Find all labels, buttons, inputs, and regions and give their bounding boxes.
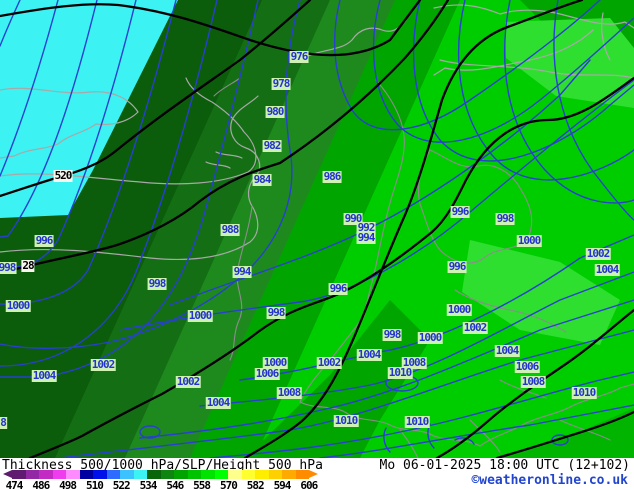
colorbar-tick: 510 — [85, 479, 104, 490]
colorbar-left-arrow — [3, 470, 12, 478]
colorbar-right-arrow — [309, 470, 318, 478]
colorbar-segment — [147, 470, 161, 479]
colorbar-segment — [255, 470, 269, 479]
colorbar-segment — [66, 470, 80, 479]
map-datetime: Mo 06-01-2025 18:00 UTC (12+102) — [379, 458, 630, 473]
isobar-label: 982 — [262, 139, 282, 152]
colorbar-segment — [268, 470, 282, 479]
isobar-label: 996 — [447, 260, 467, 273]
thickness-colorbar — [12, 470, 309, 479]
thickness-shading — [0, 0, 634, 458]
colorbar-segment — [106, 470, 120, 479]
colorbar-tick: 570 — [219, 479, 238, 490]
colorbar-segment — [12, 470, 26, 479]
isobar-label: 988 — [220, 223, 240, 236]
isobar-label: 1010 — [571, 386, 597, 399]
isobar-label: 1008 — [520, 375, 546, 388]
colorbar-segment — [295, 470, 309, 479]
colorbar-segment — [39, 470, 53, 479]
colorbar-segment — [174, 470, 188, 479]
isobar-label: 1000 — [446, 303, 472, 316]
colorbar-tick: 606 — [300, 479, 318, 490]
colorbar-segment — [93, 470, 107, 479]
isobar-label: 1004 — [205, 396, 231, 409]
colorbar-tick: 498 — [59, 479, 77, 490]
isobar-label: 998 — [266, 306, 286, 319]
isobar-label: 1000 — [262, 356, 288, 369]
thickness-label: 28 — [21, 259, 35, 272]
colorbar-segment — [228, 470, 242, 479]
colorbar-segment — [52, 470, 66, 479]
isobar-label: 996 — [450, 205, 470, 218]
isobar-label: 994 — [232, 265, 252, 278]
colorbar-segment — [79, 470, 93, 479]
isobar-label: 1004 — [31, 369, 57, 382]
isobar-label: 998 — [495, 212, 515, 225]
isobar-label: 998 — [147, 277, 167, 290]
map-graphics — [0, 0, 634, 458]
colorbar-segment — [241, 470, 255, 479]
colorbar-tick: 522 — [112, 479, 131, 490]
isobar-label: 1000 — [417, 331, 443, 344]
colorbar-segment — [25, 470, 39, 479]
colorbar-tick: 558 — [193, 479, 211, 490]
isobar-label: 986 — [322, 170, 342, 183]
isobar-label: 8 — [0, 416, 7, 429]
colorbar-tick: 486 — [32, 479, 50, 490]
border-lines — [213, 77, 634, 458]
isobar-label: 1002 — [90, 358, 116, 371]
isobar-label: 1002 — [585, 247, 611, 260]
isobar-label: 978 — [271, 77, 291, 90]
colorbar-tick: 546 — [166, 479, 184, 490]
colorbar-segment — [201, 470, 215, 479]
isobar-label: 998 — [382, 328, 402, 341]
isobar-label: 1010 — [387, 366, 413, 379]
isobar-label: 998 — [0, 262, 17, 274]
isobar-label: 976 — [289, 50, 309, 63]
colorbar-segment — [160, 470, 174, 479]
isobar-label: 1004 — [356, 348, 382, 361]
colorbar-segment — [187, 470, 201, 479]
isobar-label: 1006 — [514, 360, 540, 373]
copyright: ©weatheronline.co.uk — [471, 473, 628, 488]
isobar-label: 984 — [252, 173, 272, 186]
colorbar-tick: 534 — [139, 479, 158, 490]
footer-bar: Thickness 500/1000 hPa/SLP/Height 500 hP… — [0, 458, 634, 490]
isobar-label: 994 — [356, 231, 376, 244]
colorbar-segment — [120, 470, 134, 479]
isobar-label: 1002 — [462, 321, 488, 334]
isobar-label: 1000 — [516, 234, 542, 247]
coastline-lines — [0, 4, 634, 261]
colorbar-tick: 582 — [246, 479, 265, 490]
isobar-label: 1006 — [254, 367, 280, 380]
colorbar-segment — [282, 470, 296, 479]
isobar-label: 1002 — [316, 356, 342, 369]
isobar-label: 1008 — [276, 386, 302, 399]
colorbar-tick: 474 — [5, 479, 24, 490]
height-contour-lines — [0, 0, 634, 458]
isobar-label: 1004 — [594, 263, 620, 276]
isobar-label: 980 — [265, 105, 285, 118]
isobar-label: 1000 — [187, 309, 213, 322]
isobar-label: 1002 — [175, 375, 201, 388]
colorbar-segment — [214, 470, 228, 479]
colorbar-tick: 594 — [273, 479, 292, 490]
isobar-label: 1000 — [5, 299, 31, 312]
map-canvas: 976 978 980 982 984 986 988 990 992 994 994 996 996 9… — [0, 0, 634, 458]
isobar-label: 1010 — [333, 414, 359, 427]
isobar-label: 1008 — [401, 356, 427, 369]
isobar-label: 996 — [34, 234, 54, 247]
map-title: Thickness 500/1000 hPa/SLP/Height 500 hP… — [2, 458, 323, 473]
isobar-label: 1010 — [404, 415, 430, 428]
colorbar-segment — [133, 470, 147, 479]
thickness-label: 520 — [53, 169, 73, 182]
isobar-label: 1004 — [494, 344, 520, 357]
isobar-label: 996 — [328, 282, 348, 295]
isobar-label: 992 — [356, 221, 376, 234]
